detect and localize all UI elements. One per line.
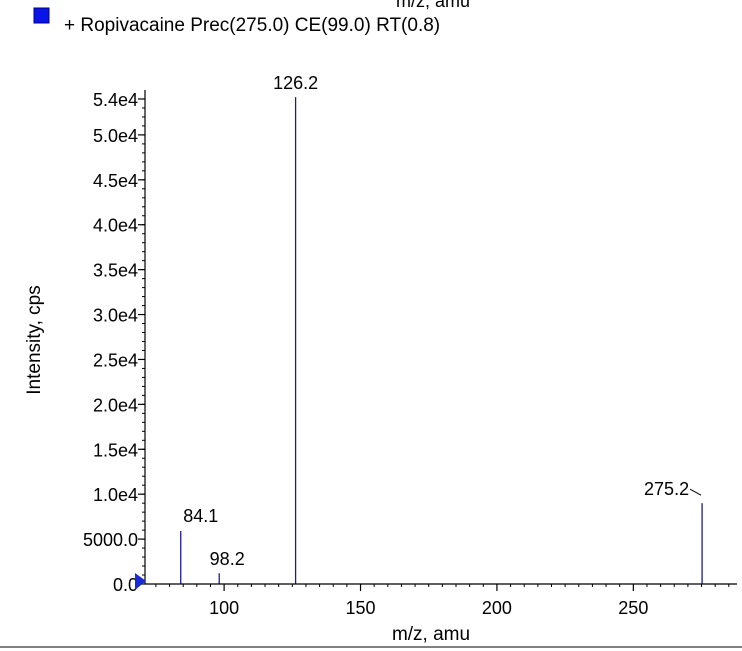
y-tick-label: 5000.0 bbox=[83, 530, 138, 550]
x-tick-label: 200 bbox=[482, 598, 512, 618]
peak-label-leader bbox=[689, 488, 702, 496]
peak-label: 126.2 bbox=[273, 73, 318, 93]
y-tick-label: 5.0e4 bbox=[93, 126, 138, 146]
cut-axis-label: m/z, amu bbox=[396, 0, 470, 11]
y-tick-label: 3.0e4 bbox=[93, 306, 138, 326]
peak-label: 275.2 bbox=[644, 479, 689, 499]
y-tick-label: 1.5e4 bbox=[93, 440, 138, 460]
y-ticks-layer: 0.0 5000.0 1.0e4 1.5e4 2.0e4 2.5e4 3.0e4 3.5e4 4… bbox=[83, 90, 145, 595]
y-tick-label: 4.0e4 bbox=[93, 216, 138, 236]
x-axis-title: m/z, amu bbox=[392, 624, 470, 645]
x-tick-label: 100 bbox=[209, 598, 239, 618]
axis-origin-marker bbox=[135, 573, 146, 590]
peaks-layer: 84.1 98.2 126.2 275.2 bbox=[180, 73, 703, 584]
peak-label: 98.2 bbox=[210, 549, 245, 569]
y-tick-label: 1.0e4 bbox=[93, 485, 138, 505]
y-tick-label: 2.5e4 bbox=[93, 350, 138, 370]
legend-marker bbox=[33, 7, 50, 24]
y-tick-label: 5.4e4 bbox=[93, 90, 138, 110]
y-tick-label: 4.5e4 bbox=[93, 171, 138, 191]
peak-label: 84.1 bbox=[183, 506, 218, 526]
x-tick-label: 150 bbox=[345, 598, 375, 618]
x-ticks-layer: 100 150 200 250 bbox=[155, 584, 730, 618]
y-axis-title: Intensity, cps bbox=[24, 285, 45, 394]
y-tick-label: 2.0e4 bbox=[93, 395, 138, 415]
y-tick-label: 3.5e4 bbox=[93, 261, 138, 281]
y-tick-label: 0.0 bbox=[113, 575, 138, 595]
x-tick-label: 250 bbox=[618, 598, 648, 618]
legend-label: + Ropivacaine Prec(275.0) CE(99.0) RT(0.… bbox=[64, 15, 440, 36]
